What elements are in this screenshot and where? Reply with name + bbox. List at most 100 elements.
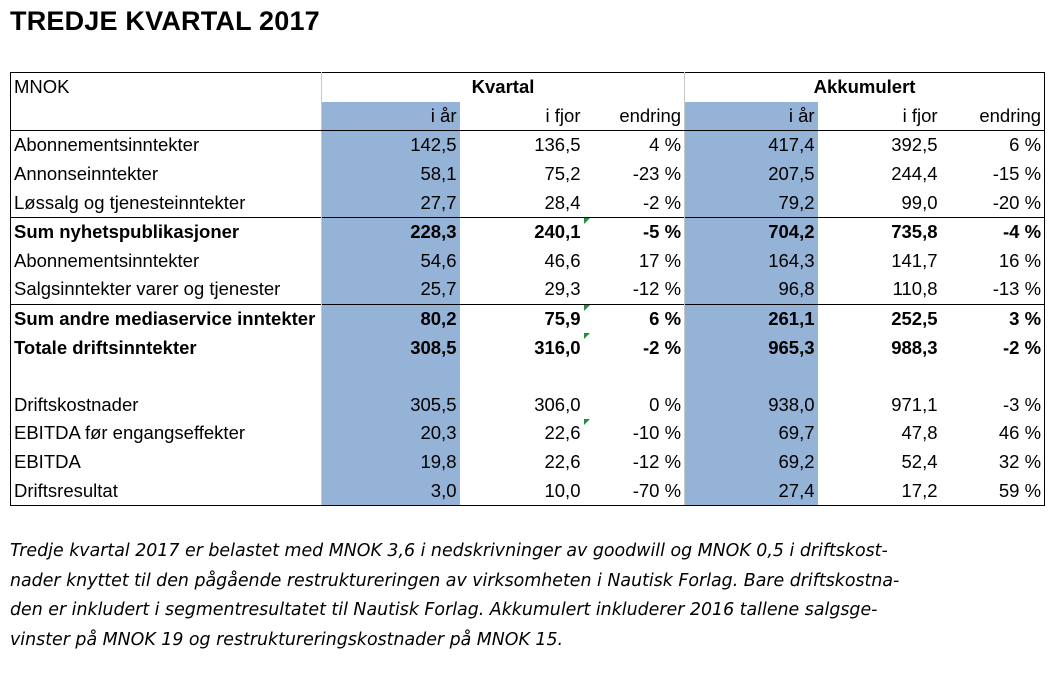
table-cell: -2 %	[583, 333, 686, 362]
header-spacer	[10, 101, 322, 132]
table-row	[10, 361, 1046, 391]
table-cell: 27,4	[684, 476, 818, 506]
table-cell: -23 %	[583, 159, 686, 189]
row-label: Abonnementsinntekter	[10, 246, 322, 276]
table-cell	[460, 362, 584, 391]
table-cell: 305,5	[321, 390, 460, 420]
table-cell: 22,6	[544, 451, 581, 473]
table-cell: 47,8	[901, 422, 938, 444]
table-cell: 10,0	[459, 476, 584, 506]
page-title: TREDJE KVARTAL 2017	[10, 6, 320, 36]
column-header: endring	[583, 101, 686, 132]
header-row-columns: i år i fjor endring i år i fjor endring	[10, 101, 1046, 132]
table-cell: 52,4	[901, 451, 938, 473]
table-cell	[940, 361, 1046, 391]
table-cell: -4 %	[940, 216, 1046, 247]
footnote: Tredje kvartal 2017 er belastet med MNOK…	[10, 537, 1050, 655]
table-cell: 29,3	[544, 278, 581, 300]
table-row: Annonseinntekter 58,1 75,2 -23 % 207,5 244,4-…	[10, 159, 1046, 189]
table-cell: 22,6	[544, 422, 581, 444]
table-cell: 28,4	[544, 191, 581, 213]
table-cell: 17,2	[817, 476, 941, 506]
table-cell	[583, 361, 686, 391]
row-label: EBITDA	[10, 447, 322, 477]
row-label: Annonseinntekter	[10, 159, 322, 189]
group-header-accumulated: Akkumulert	[684, 71, 1046, 102]
table-cell: -12 %	[583, 275, 686, 305]
table-row: Totale driftsinntekter 308,5 316,0 -2 % 965,…	[10, 333, 1046, 362]
row-label: Driftskostnader	[10, 390, 322, 420]
table-cell: 0 %	[583, 390, 686, 420]
table-cell: 252,5	[817, 303, 941, 334]
table-cell: 392,5	[891, 134, 938, 156]
table-cell: 244,4	[891, 163, 938, 185]
table-cell: 261,1	[684, 303, 818, 334]
table-cell: 75,9	[459, 303, 584, 334]
table-row: Løssalg og tjenesteinntekter 27,7 28,4 -2 %…	[10, 188, 1046, 218]
column-header: i fjor	[459, 101, 584, 132]
header-row-groups: MNOK Kvartal Akkumulert	[10, 71, 1046, 102]
table-row: Salgsinntekter varer og tjenester 25,7 29,…	[10, 275, 1046, 305]
unit-label: MNOK	[10, 71, 322, 102]
table-cell: 4 %	[583, 130, 686, 160]
table-cell: 54,6	[321, 246, 460, 276]
table-cell	[684, 361, 818, 391]
table-cell: 3 %	[940, 303, 1046, 334]
table-row: EBITDA før engangseffekter 20,3 22,6 -10 % 6…	[10, 419, 1046, 448]
table-cell: 704,2	[684, 216, 818, 247]
table-cell: 46 %	[940, 419, 1046, 448]
table-cell: 110,8	[892, 278, 938, 300]
table-cell: -13 %	[940, 275, 1046, 305]
table-row: Sum andre mediaservice inntekter 80,2 75,9…	[10, 303, 1046, 334]
row-label: Løssalg og tjenesteinntekter	[10, 188, 322, 218]
table-cell: -3 %	[940, 390, 1046, 420]
table-cell: 99,0	[901, 191, 938, 213]
row-label: Abonnementsinntekter	[10, 130, 322, 160]
table-cell: -2 %	[583, 188, 686, 218]
table-row: Driftskostnader 305,5 306,0 0 % 938,0 971,1 -3…	[10, 390, 1046, 420]
table-cell: 80,2	[321, 303, 460, 334]
table-cell: 6 %	[940, 130, 1046, 160]
table-cell: 306,0	[534, 393, 581, 415]
table-cell: -12 %	[583, 447, 686, 477]
table-cell: 17 %	[583, 246, 686, 276]
table-cell	[321, 361, 460, 391]
table-cell: 988,3	[891, 336, 938, 358]
table-row: Driftsresultat 3,0 10,0 -70 % 27,4 17,2 59 %	[10, 476, 1046, 506]
table-cell: 308,5	[321, 333, 460, 362]
table-cell: 3,0	[321, 476, 460, 506]
table-cell: 69,7	[684, 419, 818, 448]
table-row: Sum nyhetspublikasjoner 228,3 240,1 -5 % 704…	[10, 216, 1046, 247]
table-cell: 25,7	[321, 275, 460, 305]
row-label: Sum nyhetspublikasjoner	[10, 216, 322, 247]
column-header: i år	[684, 101, 818, 132]
table-cell: 19,8	[321, 447, 460, 477]
column-header: i år	[321, 101, 460, 132]
row-label: Salgsinntekter varer og tjenester	[10, 275, 322, 305]
table-row: EBITDA 19,8 22,6 -12 % 69,2 52,4 32 %	[10, 447, 1046, 477]
table-row: Abonnementsinntekter 54,6 46,6 17 % 164,3 141…	[10, 246, 1046, 276]
table-cell: 164,3	[684, 246, 818, 276]
row-label	[10, 361, 322, 391]
row-label: Totale driftsinntekter	[10, 333, 322, 362]
table-cell: 27,7	[321, 188, 460, 218]
table-cell: 6 %	[583, 303, 686, 334]
table-cell: 142,5	[321, 130, 460, 160]
table-cell: -10 %	[583, 419, 686, 448]
column-header: endring	[940, 101, 1046, 132]
table-cell: 417,4	[684, 130, 818, 160]
table-cell: 75,2	[544, 163, 581, 185]
table-cell: 16 %	[940, 246, 1046, 276]
footnote-line: Tredje kvartal 2017 er belastet med MNOK…	[10, 541, 888, 561]
table-cell: 32 %	[940, 447, 1046, 477]
footnote-line: den er inkludert i segmentresultatet til…	[10, 600, 878, 620]
table-cell: 46,6	[544, 249, 581, 271]
table-cell: 59 %	[940, 476, 1046, 506]
table-cell: 69,2	[684, 447, 818, 477]
table-row: Abonnementsinntekter 142,5 136,5 4 % 417,4 39…	[10, 130, 1046, 160]
row-label: Driftsresultat	[10, 476, 322, 506]
table-cell: 240,1	[459, 216, 584, 247]
row-label: Sum andre mediaservice inntekter	[10, 303, 322, 334]
table-cell: 971,1	[891, 393, 938, 415]
table-cell: 79,2	[684, 188, 818, 218]
